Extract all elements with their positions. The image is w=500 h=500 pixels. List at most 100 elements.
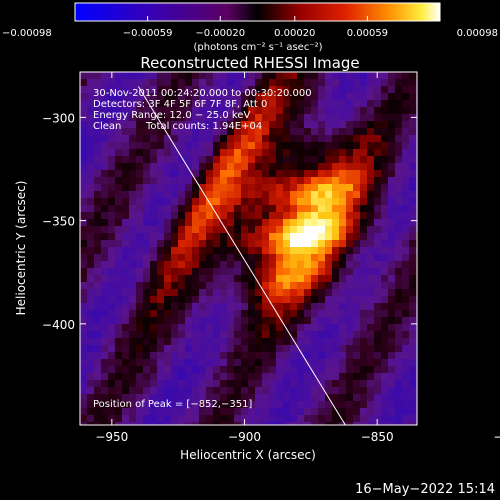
heatmap-cell [122,86,129,93]
heatmap-cell [283,338,290,345]
heatmap-cell [374,380,381,387]
heatmap-cell [388,310,395,317]
heatmap-cell [262,331,269,338]
heatmap-cell [283,156,290,163]
heatmap-cell [220,345,227,352]
heatmap-cell [255,121,262,128]
heatmap-cell [297,135,304,142]
heatmap-cell [262,184,269,191]
heatmap-cell [206,366,213,373]
heatmap-cell [220,324,227,331]
heatmap-cell [150,114,157,121]
heatmap-cell [402,72,409,79]
heatmap-cell [248,219,255,226]
heatmap-cell [339,317,346,324]
heatmap-cell [248,310,255,317]
heatmap-cell [346,345,353,352]
heatmap-cell [136,310,143,317]
y-axis-ticks: −300−350−400 [42,111,417,332]
heatmap-cell [269,373,276,380]
heatmap-cell [339,380,346,387]
heatmap-cell [136,205,143,212]
chart-title: Reconstructed RHESSI Image [140,54,359,72]
heatmap-cell [381,93,388,100]
heatmap-cell [199,156,206,163]
colorbar-tick-label: 0.00020 [274,28,315,39]
heatmap-cell [262,415,269,422]
heatmap-cell [353,338,360,345]
heatmap-cell [234,93,241,100]
heatmap-cell [409,198,416,205]
heatmap-cell [269,121,276,128]
heatmap-cell [360,415,367,422]
heatmap-cell [206,107,213,114]
heatmap-cell [185,289,192,296]
heatmap-cell [143,156,150,163]
heatmap-cell [276,317,283,324]
heatmap-cell [80,198,87,205]
heatmap-cell [318,93,325,100]
heatmap-cell [248,163,255,170]
heatmap-cell [241,93,248,100]
heatmap-cell [143,205,150,212]
colorbar-tick-label: −0.00098 [2,28,52,39]
heatmap-cell [157,177,164,184]
heatmap-cell [220,233,227,240]
heatmap-cell [150,79,157,86]
heatmap-cell [283,135,290,142]
heatmap-cell [178,247,185,254]
heatmap-cell [227,422,234,425]
heatmap-cell [409,128,416,135]
heatmap-cell [248,170,255,177]
heatmap-cell [311,345,318,352]
heatmap-cell [409,352,416,359]
heatmap-cell [94,191,101,198]
heatmap-cell [332,79,339,86]
heatmap-cell [360,296,367,303]
heatmap-cell [283,191,290,198]
heatmap-cell [157,240,164,247]
heatmap-cell [122,324,129,331]
heatmap-cell [178,79,185,86]
heatmap-cell [241,79,248,86]
heatmap-cell [220,149,227,156]
heatmap-cell [311,338,318,345]
heatmap-cell [94,296,101,303]
heatmap-cell [304,184,311,191]
heatmap-cell [283,107,290,114]
plot-frame [79,71,418,426]
heatmap-cell [129,226,136,233]
heatmap-cell [255,324,262,331]
heatmap-cell [94,303,101,310]
heatmap-cell [269,142,276,149]
heatmap-cell [164,156,171,163]
heatmap-cell [409,254,416,261]
heatmap-cell [346,282,353,289]
heatmap-cell [346,156,353,163]
heatmap-cell [234,114,241,121]
heatmap-cell [241,324,248,331]
heatmap-cell [304,86,311,93]
heatmap-cell [234,289,241,296]
heatmap-cell [213,345,220,352]
heatmap-cell [360,184,367,191]
heatmap-cell [311,135,318,142]
heatmap-cell [87,107,94,114]
heatmap-cell [276,338,283,345]
heatmap-cell [220,184,227,191]
heatmap-cell [94,254,101,261]
heatmap-cell [122,261,129,268]
heatmap-cell [136,247,143,254]
heatmap-cell [276,149,283,156]
heatmap-cell [318,114,325,121]
heatmap-cell [199,394,206,401]
heatmap-cell [178,373,185,380]
heatmap-cell [115,296,122,303]
heatmap-cell [129,352,136,359]
heatmap-cell [276,177,283,184]
heatmap-cell [192,156,199,163]
heatmap-cell [129,324,136,331]
heatmap-cell [339,324,346,331]
heatmap-cell [318,247,325,254]
heatmap-cell [80,331,87,338]
